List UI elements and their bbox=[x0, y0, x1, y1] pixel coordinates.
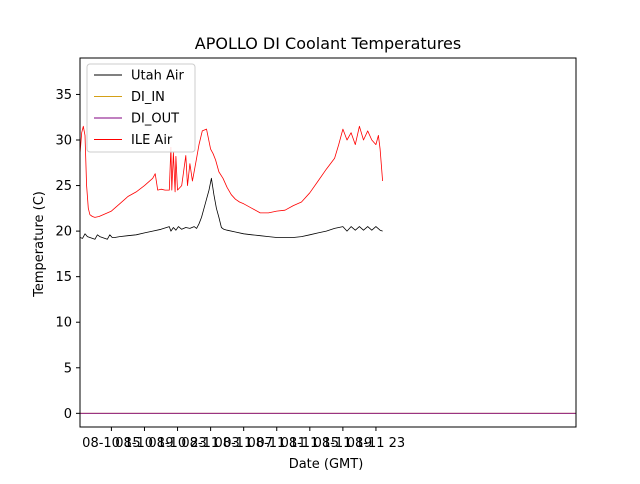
legend-label: ILE Air bbox=[131, 133, 173, 148]
x-tick-label: 08-11 03 bbox=[181, 436, 239, 451]
x-tick-label: 08-11 07 bbox=[214, 436, 272, 451]
series-line-ile-air bbox=[80, 125, 383, 218]
y-tick-label: 20 bbox=[55, 225, 72, 240]
y-tick-label: 25 bbox=[55, 179, 72, 194]
y-tick-label: 5 bbox=[64, 361, 72, 376]
x-tick-label: 08-10 15 bbox=[82, 436, 140, 451]
x-axis-label: Date (GMT) bbox=[289, 457, 364, 472]
x-tick-label: 08-10 23 bbox=[148, 436, 206, 451]
legend: Utah Air DI_IN DI_OUT ILE Air bbox=[86, 63, 196, 153]
x-tick-label: 08-11 19 bbox=[314, 436, 372, 451]
series-line-utah-air bbox=[80, 177, 383, 240]
legend-box bbox=[86, 63, 196, 153]
x-tick-label: 08-11 15 bbox=[281, 436, 339, 451]
y-tick-label: 35 bbox=[55, 88, 72, 103]
y-tick-label: 30 bbox=[55, 134, 72, 149]
x-tick-label: 08-10 19 bbox=[115, 436, 173, 451]
series-group bbox=[80, 125, 576, 414]
legend-label: DI_IN bbox=[131, 90, 165, 105]
y-tick-label: 10 bbox=[55, 316, 72, 331]
x-tick-label: 08-11 23 bbox=[347, 436, 405, 451]
legend-label: DI_OUT bbox=[131, 112, 179, 127]
y-tick-label: 15 bbox=[55, 270, 72, 285]
axes-frame bbox=[79, 57, 577, 428]
y-tick-label: 0 bbox=[64, 407, 72, 422]
legend-label: Utah Air bbox=[131, 69, 184, 84]
chart-title: APOLLO DI Coolant Temperatures bbox=[195, 34, 461, 53]
x-tick-label: 08-11 11 bbox=[248, 436, 306, 451]
y-axis-label: Temperature (C) bbox=[32, 191, 47, 298]
